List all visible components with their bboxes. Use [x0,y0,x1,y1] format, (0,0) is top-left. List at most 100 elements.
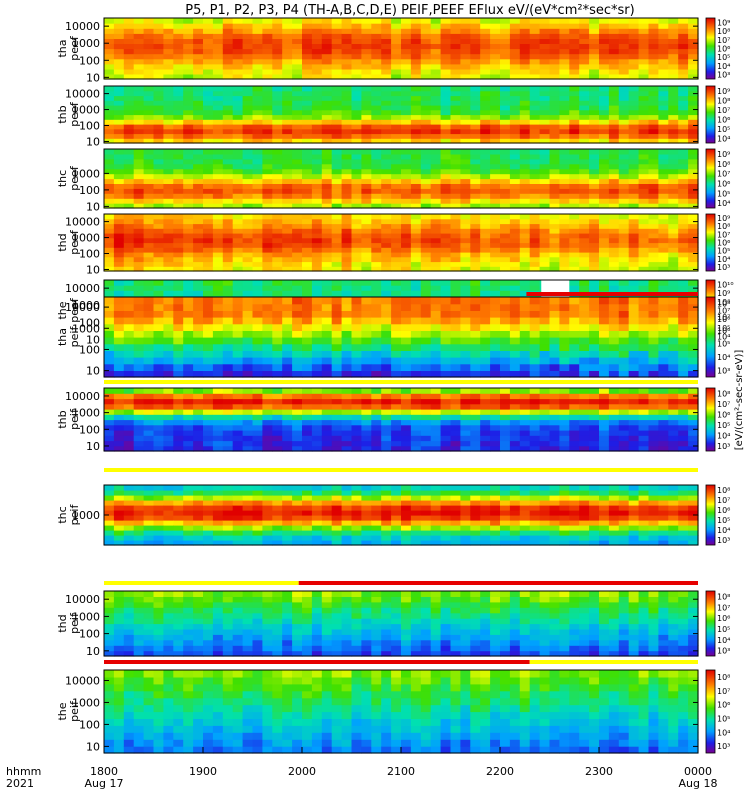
heatmap-cell [143,317,155,325]
heatmap-cell [529,63,541,70]
heatmap-cell [420,28,432,34]
heatmap-cell [193,119,204,125]
heatmap-cell [371,124,382,130]
heatmap-cell [371,223,382,229]
heatmap-cell [618,124,630,130]
heatmap-cell [361,424,372,431]
heatmap-cell [688,266,699,272]
colorbar [705,213,716,272]
heatmap-cell [579,119,590,125]
heatmap-cell [608,266,620,272]
heatmap-cell [361,247,372,253]
heatmap-cell [648,214,659,220]
heatmap-cell [222,330,234,338]
heatmap-cell [341,109,353,116]
heatmap-cell [539,33,551,39]
heatmap-cell [302,109,313,116]
heatmap-cell [193,124,204,130]
heatmap-cell [688,183,699,189]
heatmap-cell [658,357,669,365]
heatmap-cell [638,188,650,194]
heatmap-cell [509,218,521,225]
heatmap-cell [480,357,491,365]
heatmap-cell [242,228,254,234]
heatmap-cell [302,178,313,184]
heatmap-cell [252,303,263,311]
heatmap-cell [668,323,679,331]
heatmap-cell [678,228,689,234]
heatmap-cell [163,168,174,175]
y-tick-label: 1000 [72,37,100,50]
heatmap-cell [450,330,461,338]
heatmap-cell [361,363,372,371]
heatmap-cell [123,430,135,436]
heatmap-cell [589,28,600,34]
heatmap-cell [143,424,155,431]
heatmap-cell [292,203,303,209]
heatmap-cell [302,398,313,405]
heatmap-cell [104,183,115,189]
heatmap-cell [648,266,659,272]
heatmap-cell [648,28,659,34]
heatmap-cell [133,203,145,209]
heatmap-cell [391,252,402,258]
heatmap-cell [618,28,630,34]
heatmap-cell [282,237,293,244]
heatmap-cell [480,266,491,272]
heatmap-cell [569,266,580,272]
heatmap-cell [292,237,303,244]
heatmap-cell [460,138,471,144]
heatmap-cell [599,247,610,253]
heatmap-cell [638,53,650,60]
heatmap-cell [519,68,531,75]
heatmap-cell [648,163,659,170]
heatmap-cell [658,68,669,75]
heatmap-cell [579,73,590,80]
heatmap-cell [391,323,402,331]
heatmap-cell [500,73,511,80]
heatmap-cell [460,58,471,65]
heatmap-cell [628,252,640,258]
heatmap-cell [282,357,293,365]
heatmap-cell [361,33,372,39]
heatmap-cell [638,48,650,55]
heatmap-cell [539,109,551,116]
heatmap-cell [470,337,481,345]
heatmap-cell [153,138,164,144]
heatmap-cell [668,109,679,116]
heatmap-cell [311,435,323,442]
heatmap-cell [232,86,244,92]
heatmap-cell [648,73,659,80]
heatmap-cell [440,105,452,111]
heatmap-cell [519,158,531,165]
heatmap-cell [212,28,224,34]
heatmap-cell [410,33,422,39]
heatmap-cell [351,128,362,135]
heatmap-cell [113,297,125,305]
heatmap-cell [549,242,560,248]
heatmap-cell [450,133,461,139]
heatmap-cell [678,233,689,239]
heatmap-cell [430,228,442,234]
heatmap-cell [470,252,481,258]
heatmap-cell [599,90,610,97]
heatmap-cell [282,256,293,263]
heatmap-cell [282,393,293,400]
heatmap-cell [341,409,353,415]
heatmap-cell [500,419,511,426]
heatmap-cell [589,18,600,24]
heatmap-cell [391,43,402,50]
heatmap-cell [292,430,303,436]
heatmap-cell [688,73,699,80]
heatmap-cell [222,343,234,351]
heatmap-cell [252,153,263,160]
heatmap-cell [638,86,650,92]
heatmap-cell [658,86,669,92]
heatmap-cell [302,128,313,135]
heatmap-cell [153,393,164,400]
heatmap-cell [688,317,699,325]
heatmap-cell [252,18,263,24]
heatmap-cell [490,119,501,125]
heatmap-cell [430,242,442,248]
heatmap-cell [509,285,521,291]
